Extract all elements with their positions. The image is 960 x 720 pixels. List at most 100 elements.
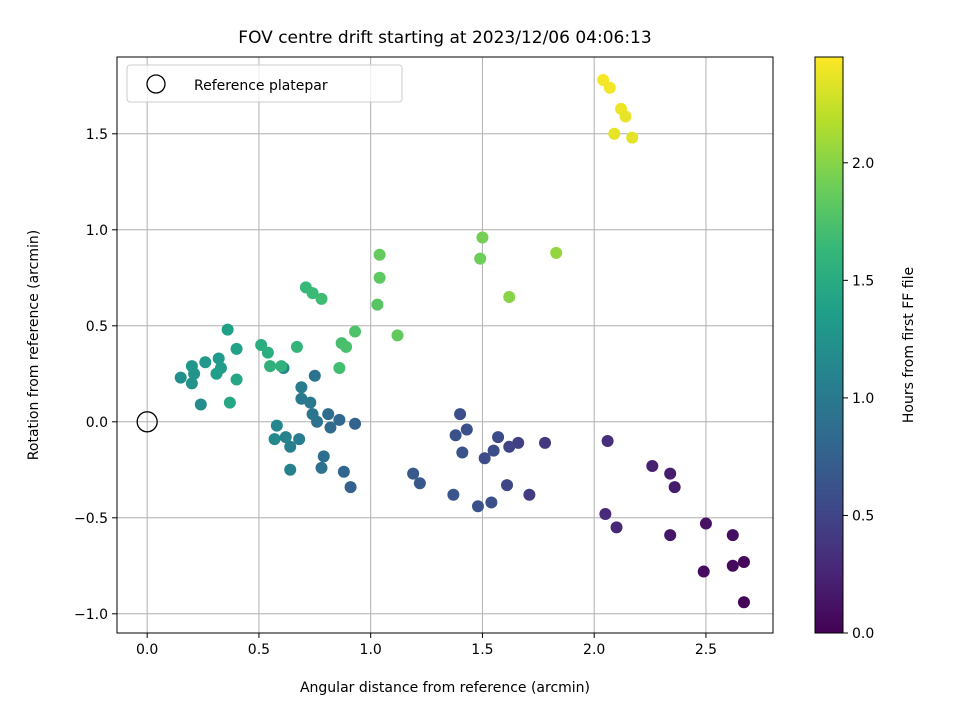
legend: Reference platepar: [126, 64, 403, 103]
data-point: [268, 433, 281, 446]
data-point: [646, 459, 659, 472]
data-point: [279, 431, 292, 444]
data-point: [485, 496, 498, 509]
data-point: [199, 356, 212, 369]
data-point: [413, 477, 426, 490]
data-point: [295, 381, 308, 394]
data-point: [194, 398, 207, 411]
data-point: [223, 396, 236, 409]
data-point: [726, 529, 739, 542]
data-point: [344, 481, 357, 494]
x-tick-label: 1.0: [360, 642, 382, 658]
data-point: [212, 352, 225, 365]
data-point: [306, 408, 319, 421]
data-point: [322, 408, 335, 421]
data-point: [185, 377, 198, 390]
y-tick-label: −1.0: [74, 607, 108, 623]
data-point: [308, 369, 321, 382]
colorbar-tick-label: 0.5: [852, 508, 874, 524]
data-point: [407, 467, 420, 480]
plot-frame: [116, 56, 774, 634]
colorbar-label: Hours from first FF file: [901, 267, 917, 423]
reference-platepar-marker: [136, 411, 158, 433]
colorbar-gradient: [814, 56, 844, 634]
data-point: [492, 431, 505, 444]
legend-reference-marker: [146, 74, 166, 94]
data-point: [626, 131, 639, 144]
x-tick-label: 2.0: [583, 642, 605, 658]
data-point: [373, 248, 386, 261]
data-point: [601, 435, 614, 447]
data-point: [293, 433, 306, 446]
x-tick-label: 0.5: [248, 642, 270, 658]
data-point: [454, 408, 467, 421]
data-point: [174, 371, 187, 384]
data-point: [230, 373, 243, 386]
colorbar-tick-label: 1.0: [852, 391, 874, 407]
grid-lines: [117, 57, 773, 633]
colorbar-tick-label: 1.5: [852, 273, 874, 289]
data-point: [324, 421, 337, 434]
data-point: [306, 287, 319, 300]
data-point: [487, 444, 500, 457]
data-point: [349, 325, 362, 338]
x-axis-label: Angular distance from reference (arcmin): [300, 680, 590, 696]
data-point: [295, 392, 308, 405]
data-point: [284, 440, 297, 453]
y-tick-label: −0.5: [74, 511, 108, 527]
y-tick-label: 0.5: [86, 319, 108, 335]
data-point: [337, 465, 350, 478]
colorbar-ticks: 0.0 0.5 1.0 1.5 2.0: [843, 156, 874, 642]
data-point: [221, 323, 234, 336]
data-point: [315, 461, 328, 474]
data-point: [476, 231, 489, 244]
x-axis-ticks: 0.0 0.5 1.0 1.5 2.0 2.5: [136, 633, 717, 658]
data-point: [261, 346, 274, 359]
data-point: [503, 440, 516, 453]
data-point: [737, 596, 750, 609]
data-point: [333, 362, 346, 375]
data-point: [501, 479, 514, 492]
data-point: [391, 329, 404, 342]
x-tick-label: 2.5: [695, 642, 717, 658]
data-point: [275, 360, 288, 373]
plot-background: [117, 57, 773, 633]
data-point: [317, 450, 330, 463]
data-point: [230, 342, 243, 355]
data-point: [664, 529, 677, 542]
colorbar-tick-label: 0.0: [852, 626, 874, 642]
data-point: [264, 360, 277, 373]
data-point: [697, 565, 710, 578]
data-point: [608, 127, 621, 140]
data-point: [340, 340, 353, 353]
colorbar: 0.0 0.5 1.0 1.5 2.0 Hours from first FF file: [814, 56, 917, 642]
data-point: [210, 367, 223, 380]
data-point: [185, 360, 198, 373]
y-tick-label: 1.5: [86, 127, 108, 143]
data-point: [471, 500, 484, 513]
plot-area: [117, 57, 773, 633]
data-point: [333, 413, 346, 426]
data-point: [456, 446, 469, 459]
data-point: [447, 488, 460, 501]
x-tick-label: 0.0: [136, 642, 158, 658]
data-point: [373, 271, 386, 284]
data-point: [460, 423, 473, 436]
data-point: [371, 298, 384, 311]
reference-marker-group: [136, 411, 158, 433]
data-point: [550, 246, 563, 259]
x-tick-label: 1.5: [471, 642, 493, 658]
data-point: [668, 481, 681, 494]
y-tick-label: 1.0: [86, 223, 108, 239]
legend-entry-reference: Reference platepar: [194, 78, 328, 94]
data-point: [349, 417, 362, 430]
data-point: [449, 429, 462, 442]
data-point: [284, 463, 297, 476]
data-point: [474, 252, 487, 265]
y-axis-ticks: −1.0 −0.5 0.0 0.5 1.0 1.5: [74, 127, 117, 623]
data-point: [523, 488, 536, 501]
data-point: [610, 521, 623, 534]
data-point: [503, 291, 516, 303]
data-point: [664, 467, 677, 480]
